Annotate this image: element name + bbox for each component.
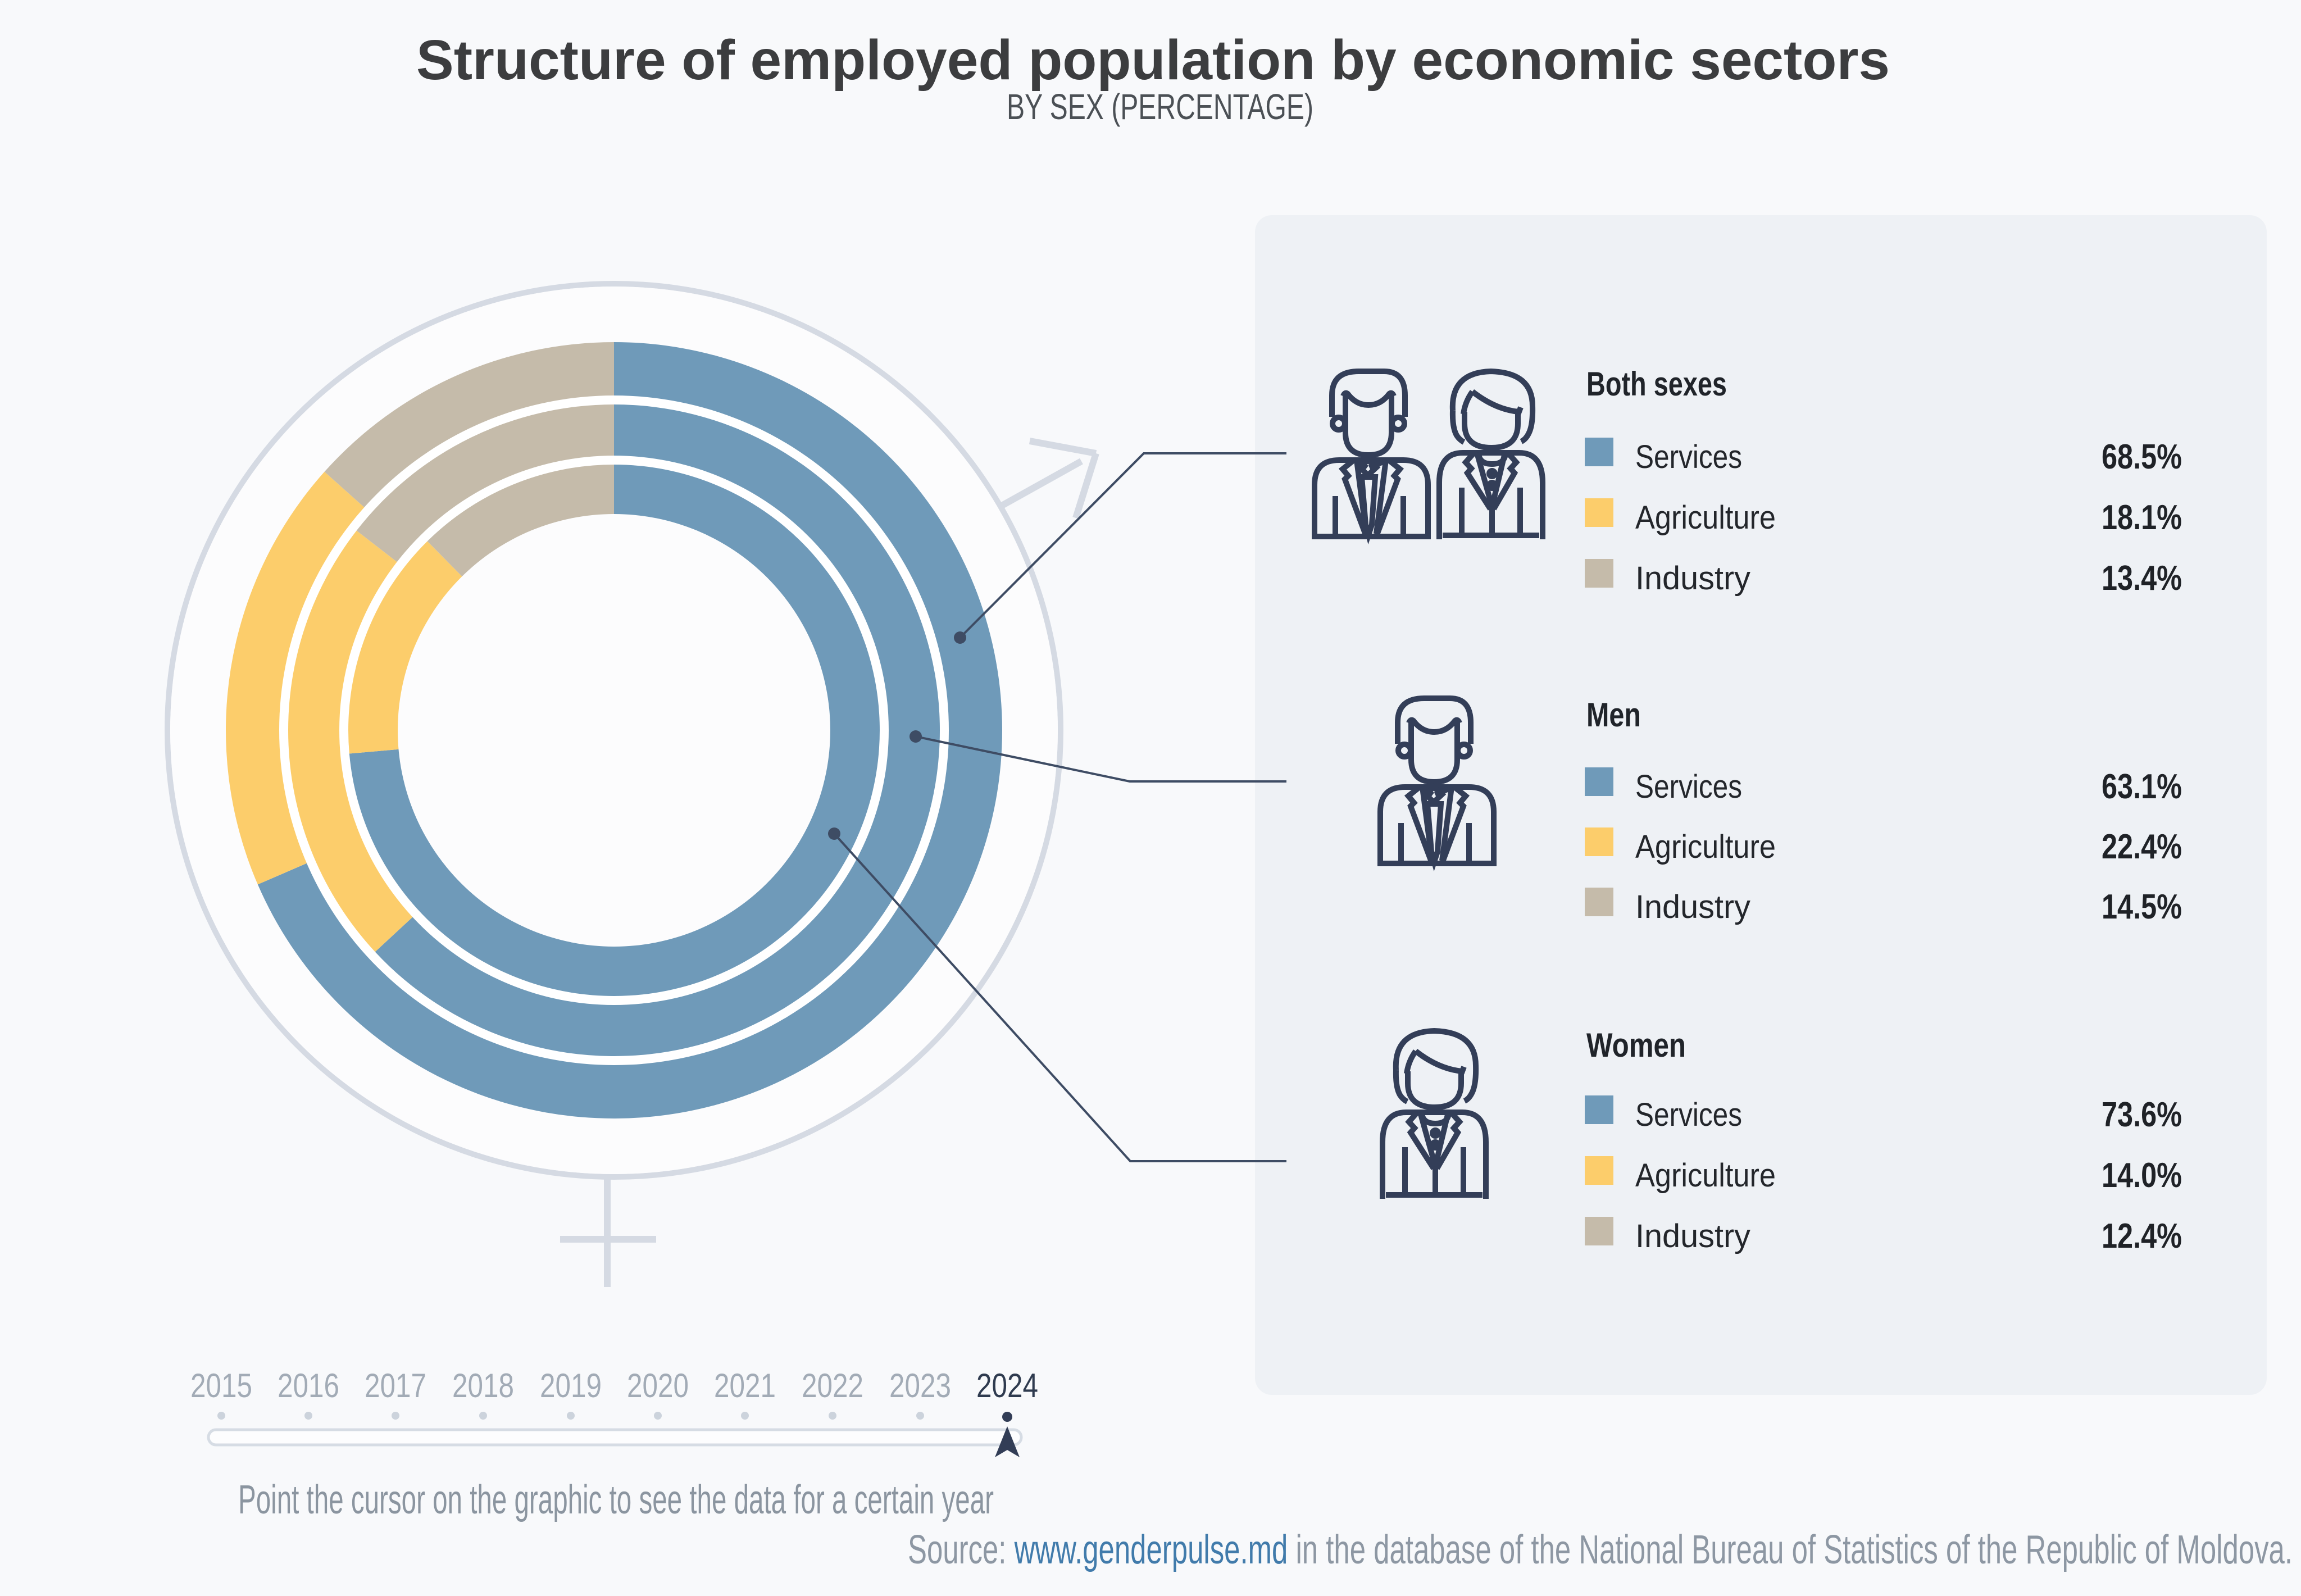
svg-text:2021: 2021 bbox=[714, 1367, 776, 1404]
svg-text:12.4%: 12.4% bbox=[2102, 1217, 2182, 1256]
svg-text:68.5%: 68.5% bbox=[2102, 438, 2182, 476]
svg-text:2017: 2017 bbox=[365, 1367, 426, 1404]
svg-text:Women: Women bbox=[1586, 1026, 1686, 1064]
svg-text:Services: Services bbox=[1635, 769, 1742, 805]
svg-text:Point the cursor on the graphi: Point the cursor on the graphic to see t… bbox=[238, 1477, 994, 1522]
svg-text:Services: Services bbox=[1635, 1097, 1742, 1133]
svg-text:2024: 2024 bbox=[976, 1367, 1038, 1404]
svg-text:Source: www.genderpulse.md in: Source: www.genderpulse.md in the databa… bbox=[908, 1527, 2293, 1572]
svg-text:2019: 2019 bbox=[540, 1367, 602, 1404]
svg-text:Industry: Industry bbox=[1635, 889, 1750, 925]
svg-text:2022: 2022 bbox=[802, 1367, 863, 1404]
svg-text:2015: 2015 bbox=[190, 1367, 252, 1404]
svg-text:Both sexes: Both sexes bbox=[1586, 365, 1727, 403]
svg-text:Industry: Industry bbox=[1635, 560, 1750, 597]
svg-text:Agriculture: Agriculture bbox=[1635, 829, 1776, 865]
svg-text:22.4%: 22.4% bbox=[2102, 827, 2182, 866]
svg-text:13.4%: 13.4% bbox=[2102, 559, 2182, 598]
svg-text:73.6%: 73.6% bbox=[2102, 1095, 2182, 1134]
svg-text:Agriculture: Agriculture bbox=[1635, 1157, 1776, 1194]
svg-text:14.5%: 14.5% bbox=[2102, 888, 2182, 926]
svg-text:Services: Services bbox=[1635, 439, 1742, 475]
svg-text:BY SEX (PERCENTAGE): BY SEX (PERCENTAGE) bbox=[1007, 87, 1313, 127]
svg-text:2023: 2023 bbox=[889, 1367, 951, 1404]
svg-text:2016: 2016 bbox=[278, 1367, 339, 1404]
svg-text:Men: Men bbox=[1586, 696, 1641, 734]
svg-text:Agriculture: Agriculture bbox=[1635, 499, 1776, 536]
svg-text:Structure of employed populati: Structure of employed population by econ… bbox=[416, 29, 1890, 92]
svg-text:18.1%: 18.1% bbox=[2102, 498, 2182, 537]
svg-text:2018: 2018 bbox=[452, 1367, 514, 1404]
svg-text:63.1%: 63.1% bbox=[2102, 767, 2182, 806]
svg-text:14.0%: 14.0% bbox=[2102, 1156, 2182, 1195]
svg-text:Industry: Industry bbox=[1635, 1218, 1750, 1254]
svg-text:2020: 2020 bbox=[627, 1367, 689, 1404]
